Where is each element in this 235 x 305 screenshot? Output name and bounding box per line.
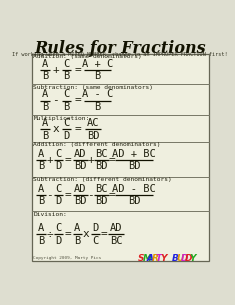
Text: B: B xyxy=(94,71,101,81)
Text: R: R xyxy=(151,254,158,263)
Text: BD: BD xyxy=(87,131,99,141)
Text: A: A xyxy=(74,223,81,233)
Text: -: - xyxy=(52,95,59,106)
Text: Copyright 2009, Marty Pics: Copyright 2009, Marty Pics xyxy=(33,256,102,260)
Text: B: B xyxy=(42,102,48,112)
Text: D: D xyxy=(56,196,62,206)
Text: A: A xyxy=(38,184,44,194)
Text: Addition: (same denominators): Addition: (same denominators) xyxy=(33,54,142,59)
Text: S: S xyxy=(138,254,144,263)
Text: A + C: A + C xyxy=(82,59,113,69)
Text: AD: AD xyxy=(74,184,87,194)
Text: BC: BC xyxy=(95,149,108,159)
Text: BD: BD xyxy=(95,196,108,206)
Text: C: C xyxy=(63,59,70,69)
Text: C: C xyxy=(56,149,62,159)
Text: Multiplication:: Multiplication: xyxy=(33,116,90,120)
Text: D: D xyxy=(56,236,62,246)
Text: If working with a MIXED NUMBER, change to an IMPROPER FRACTION first!: If working with a MIXED NUMBER, change t… xyxy=(12,52,228,57)
Text: D: D xyxy=(92,223,98,233)
Text: Division:: Division: xyxy=(33,212,67,217)
Text: Subtraction: (same denominators): Subtraction: (same denominators) xyxy=(33,85,153,90)
Text: T: T xyxy=(156,254,162,263)
Text: =: = xyxy=(74,95,81,106)
Text: A: A xyxy=(42,118,48,128)
Text: A: A xyxy=(42,89,48,99)
Text: D: D xyxy=(181,254,188,263)
Text: =: = xyxy=(74,124,81,135)
Text: Subtraction: (different denominators): Subtraction: (different denominators) xyxy=(33,177,172,182)
Text: AC: AC xyxy=(87,118,99,128)
Text: =: = xyxy=(65,155,71,165)
Text: =: = xyxy=(74,65,81,75)
Text: BD: BD xyxy=(128,161,140,171)
Text: +: + xyxy=(52,65,59,75)
Text: BD: BD xyxy=(74,196,87,206)
Text: AD - BC: AD - BC xyxy=(112,184,156,194)
Text: B: B xyxy=(42,131,48,141)
Text: x: x xyxy=(82,229,89,239)
Text: C: C xyxy=(56,184,62,194)
Text: BD: BD xyxy=(95,161,108,171)
Text: B: B xyxy=(94,102,101,112)
Text: B: B xyxy=(38,196,44,206)
Bar xyxy=(32,54,209,261)
Text: -: - xyxy=(87,190,94,200)
Text: D: D xyxy=(63,131,70,141)
Text: C: C xyxy=(63,89,70,99)
Text: Y: Y xyxy=(160,254,167,263)
Text: Addition: (different denominators): Addition: (different denominators) xyxy=(33,142,161,148)
Text: D: D xyxy=(56,161,62,171)
Text: A: A xyxy=(38,223,44,233)
Text: AD + BC: AD + BC xyxy=(112,149,156,159)
Text: U: U xyxy=(176,254,183,263)
Text: =: = xyxy=(108,155,115,165)
Text: C: C xyxy=(92,236,98,246)
Text: BD: BD xyxy=(74,161,87,171)
Text: =: = xyxy=(65,190,71,200)
Text: =: = xyxy=(100,229,107,239)
Text: B: B xyxy=(38,161,44,171)
Text: A - C: A - C xyxy=(82,89,113,99)
Text: BD: BD xyxy=(128,196,140,206)
Text: +: + xyxy=(87,155,94,165)
Text: A: A xyxy=(38,149,44,159)
Text: Y: Y xyxy=(190,254,196,263)
Text: B: B xyxy=(42,71,48,81)
Text: AD: AD xyxy=(74,149,87,159)
Text: A: A xyxy=(42,59,48,69)
Text: BC: BC xyxy=(95,184,108,194)
Text: ÷: ÷ xyxy=(46,229,53,239)
Text: C: C xyxy=(56,223,62,233)
Text: -: - xyxy=(46,190,53,200)
Text: AD: AD xyxy=(110,223,122,233)
Text: B: B xyxy=(74,236,81,246)
Text: B: B xyxy=(63,71,70,81)
Text: D: D xyxy=(185,254,193,263)
Text: B: B xyxy=(172,254,179,263)
Text: BC: BC xyxy=(110,236,122,246)
Text: M: M xyxy=(142,254,151,263)
Text: =: = xyxy=(65,229,71,239)
Text: C: C xyxy=(63,118,70,128)
Text: B: B xyxy=(38,236,44,246)
Text: B: B xyxy=(63,102,70,112)
Text: Rules for Fractions: Rules for Fractions xyxy=(34,41,206,57)
Text: +: + xyxy=(46,155,53,165)
Text: =: = xyxy=(108,190,115,200)
Text: A: A xyxy=(147,254,154,263)
Text: x: x xyxy=(52,124,59,135)
